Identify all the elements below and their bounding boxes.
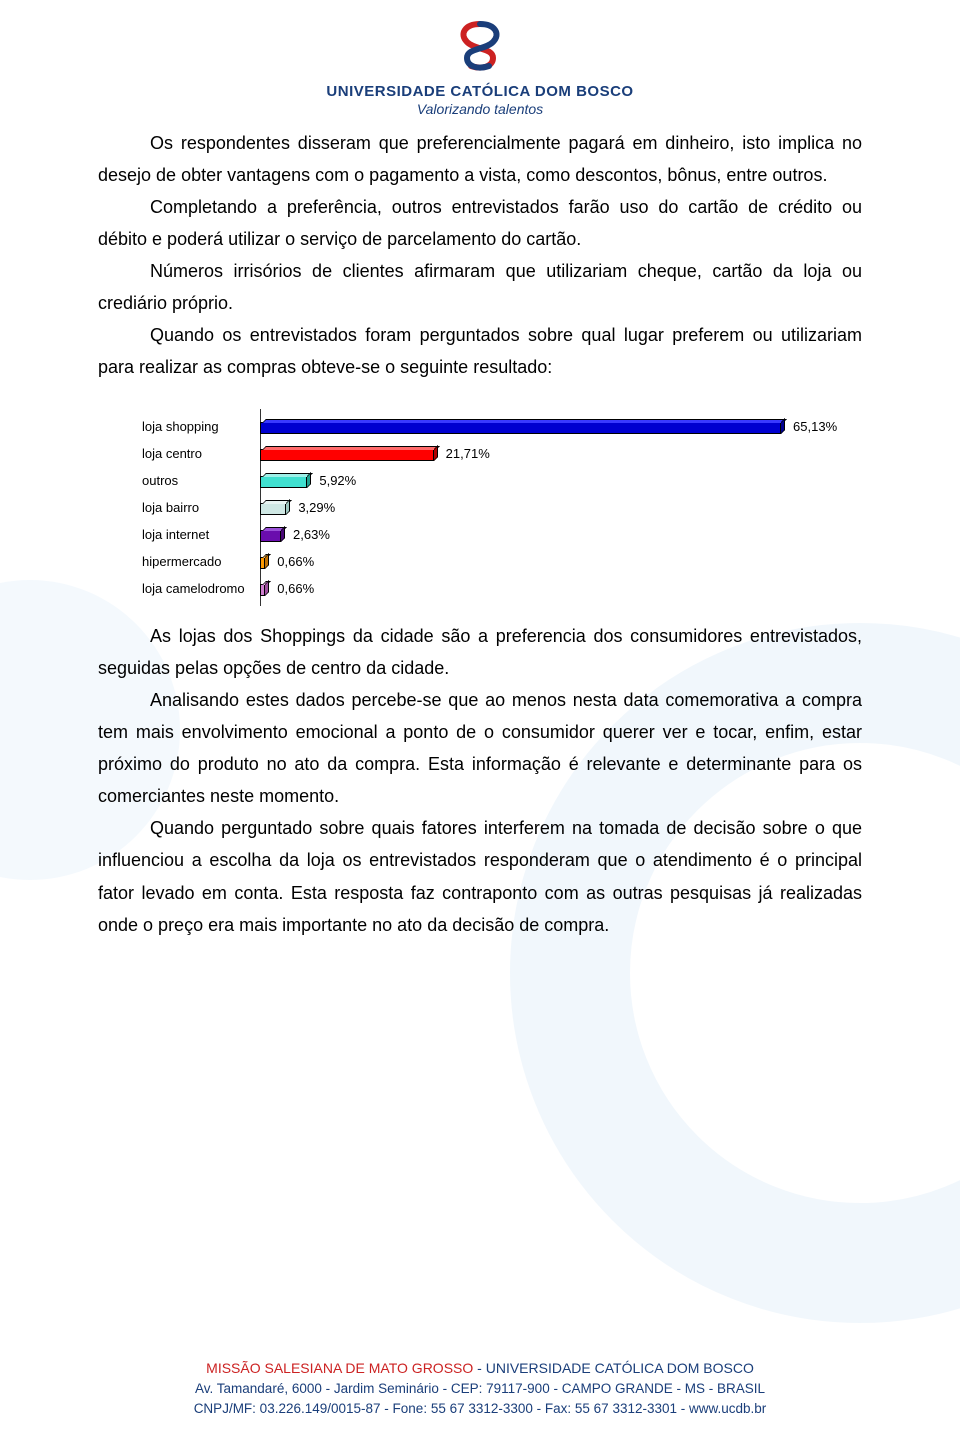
paragraph: Analisando estes dados percebe-se que ao… xyxy=(98,684,862,812)
paragraph: As lojas dos Shoppings da cidade são a p… xyxy=(98,620,862,684)
chart-value-label: 3,29% xyxy=(298,500,335,515)
paragraph: Quando os entrevistados foram perguntado… xyxy=(98,319,862,383)
chart-bar-area: 2,63% xyxy=(260,524,862,546)
chart-row: loja shopping 65,13% xyxy=(142,413,862,440)
chart-bar-area: 21,71% xyxy=(260,443,862,465)
paragraph: Quando perguntado sobre quais fatores in… xyxy=(98,812,862,940)
chart-row: loja bairro 3,29% xyxy=(142,494,862,521)
chart-value-label: 0,66% xyxy=(277,554,314,569)
chart-bar xyxy=(260,500,290,515)
university-name: UNIVERSIDADE CATÓLICA DOM BOSCO xyxy=(0,83,960,100)
footer-line-3: CNPJ/MF: 03.226.149/0015-87 - Fone: 55 6… xyxy=(0,1399,960,1419)
page-header: UNIVERSIDADE CATÓLICA DOM BOSCO Valoriza… xyxy=(0,0,960,117)
chart-row: hipermercado 0,66% xyxy=(142,548,862,575)
chart-value-label: 2,63% xyxy=(293,527,330,542)
chart-row: outros 5,92% xyxy=(142,467,862,494)
footer-ucdb: UNIVERSIDADE CATÓLICA DOM BOSCO xyxy=(486,1360,754,1376)
chart-bar xyxy=(260,473,311,488)
chart-category-label: outros xyxy=(142,473,260,488)
chart-category-label: loja centro xyxy=(142,446,260,461)
logo-icon xyxy=(445,18,515,74)
paragraph: Números irrisórios de clientes afirmaram… xyxy=(98,255,862,319)
chart-bar xyxy=(260,446,438,461)
chart-category-label: loja camelodromo xyxy=(142,581,260,596)
university-tagline: Valorizando talentos xyxy=(0,101,960,117)
chart-bar-area: 65,13% xyxy=(260,416,862,438)
chart-row: loja internet 2,63% xyxy=(142,521,862,548)
chart-bar-area: 0,66% xyxy=(260,551,862,573)
chart-value-label: 21,71% xyxy=(446,446,490,461)
chart-bar-area: 0,66% xyxy=(260,578,862,600)
footer-mission: MISSÃO SALESIANA DE MATO GROSSO xyxy=(206,1360,473,1376)
paragraph: Completando a preferência, outros entrev… xyxy=(98,191,862,255)
chart-category-label: hipermercado xyxy=(142,554,260,569)
chart-row: loja centro 21,71% xyxy=(142,440,862,467)
chart-category-label: loja shopping xyxy=(142,419,260,434)
chart-category-label: loja bairro xyxy=(142,500,260,515)
chart-bar-area: 5,92% xyxy=(260,470,862,492)
chart-category-label: loja internet xyxy=(142,527,260,542)
document-content: Os respondentes disseram que preferencia… xyxy=(0,117,960,941)
chart-value-label: 0,66% xyxy=(277,581,314,596)
chart-value-label: 5,92% xyxy=(319,473,356,488)
footer-line-1: MISSÃO SALESIANA DE MATO GROSSO - UNIVER… xyxy=(0,1358,960,1379)
chart-bar xyxy=(260,527,285,542)
preference-bar-chart: loja shopping 65,13% loja centro 21,71% outr… xyxy=(142,413,862,602)
chart-value-label: 65,13% xyxy=(793,419,837,434)
chart-row: loja camelodromo 0,66% xyxy=(142,575,862,602)
footer-line-2: Av. Tamandaré, 6000 - Jardim Seminário -… xyxy=(0,1379,960,1399)
page-footer: MISSÃO SALESIANA DE MATO GROSSO - UNIVER… xyxy=(0,1358,960,1420)
chart-bar xyxy=(260,581,269,596)
footer-sep: - xyxy=(473,1360,485,1376)
chart-bar-area: 3,29% xyxy=(260,497,862,519)
paragraph: Os respondentes disseram que preferencia… xyxy=(98,127,862,191)
chart-bar xyxy=(260,554,269,569)
chart-bar xyxy=(260,419,785,434)
